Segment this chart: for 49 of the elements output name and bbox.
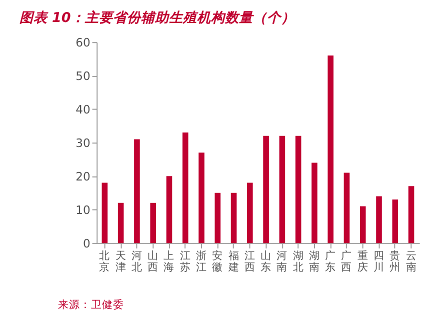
x-tick-label: 安徽 [212,249,224,274]
bar [295,136,302,244]
y-tick-label: 40 [76,102,90,116]
x-tick-label: 四川 [374,249,384,274]
bar [408,186,414,244]
bar [230,192,237,244]
x-tick-label: 贵州 [390,249,401,274]
x-tick-label: 重庆 [357,249,368,274]
bar [344,172,350,244]
x-tick-label: 天津 [115,249,126,274]
x-tick-label: 湖北 [292,249,304,274]
bar [150,202,156,244]
bar [360,206,366,244]
x-tick-label: 河南 [276,249,288,274]
x-tick-label: 河北 [131,249,142,274]
y-tick-label: 50 [76,68,90,83]
bar [134,139,140,244]
y-tick-label: 10 [76,202,90,217]
x-tick-label: 北京 [99,249,110,274]
source-note: 来源：卫健委 [58,298,124,311]
bar [376,196,382,244]
bar [279,136,286,244]
bar [102,182,108,244]
bar [198,152,204,244]
bar [312,162,318,244]
bar [166,176,172,244]
x-tick-label: 浙江 [196,249,208,274]
y-tick-label: 20 [76,169,90,184]
x-tick-label: 山西 [148,249,159,274]
bar [214,192,221,244]
x-tick-label: 福建 [227,249,240,274]
bar [328,56,334,244]
chart-title: 图表 10：主要省份辅助生殖机构数量（个） [19,10,295,26]
x-tick-label: 广西 [341,249,352,274]
x-tick-label: 江西 [244,249,256,274]
bar [263,136,269,244]
bar [392,200,398,244]
x-tick-label: 山东 [260,249,272,274]
y-tick-label: 60 [76,35,90,50]
bar [247,182,253,244]
x-tick-label: 江苏 [180,249,191,274]
bar [182,132,188,244]
y-tick-label: 0 [82,236,90,250]
y-tick-label: 30 [76,136,90,150]
x-tick-label: 云南 [406,249,417,274]
bar [118,202,124,244]
x-tick-label: 广东 [325,249,336,274]
x-tick-label: 湖南 [308,249,320,274]
x-tick-label: 上海 [164,249,175,274]
